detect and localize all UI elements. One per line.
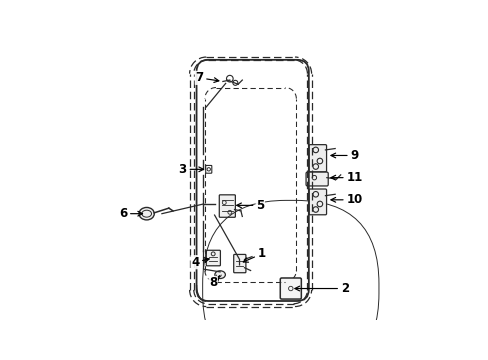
FancyBboxPatch shape	[280, 278, 301, 299]
FancyBboxPatch shape	[308, 189, 326, 215]
FancyBboxPatch shape	[206, 250, 220, 266]
Text: 3: 3	[178, 163, 203, 176]
Text: 4: 4	[191, 256, 209, 269]
Text: 6: 6	[119, 207, 142, 220]
FancyBboxPatch shape	[308, 145, 326, 172]
FancyBboxPatch shape	[219, 195, 235, 217]
Text: 11: 11	[330, 171, 362, 184]
Ellipse shape	[214, 271, 225, 279]
Text: 7: 7	[195, 71, 219, 84]
Text: 1: 1	[243, 247, 265, 262]
Text: 5: 5	[236, 199, 264, 212]
Ellipse shape	[139, 207, 154, 220]
FancyBboxPatch shape	[233, 255, 245, 273]
Text: 2: 2	[294, 282, 348, 295]
FancyBboxPatch shape	[305, 172, 327, 186]
Text: 9: 9	[330, 149, 358, 162]
Text: 10: 10	[330, 193, 362, 206]
Text: 8: 8	[209, 276, 219, 289]
